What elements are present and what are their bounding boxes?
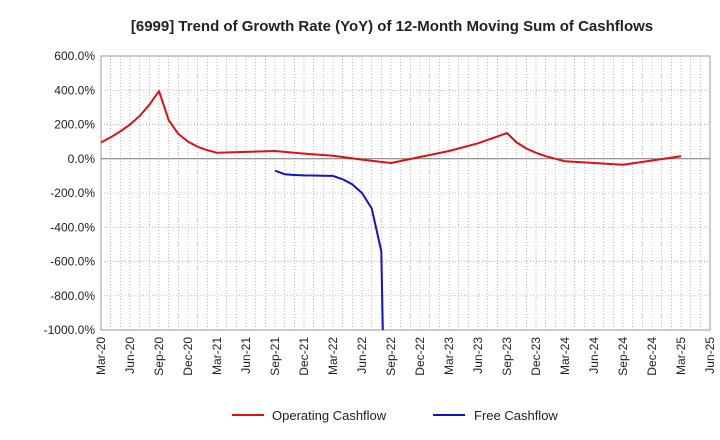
y-tick-label: -200.0% [50, 186, 95, 200]
x-tick-label: Sep-22 [384, 337, 398, 376]
y-tick-label: 0.0% [68, 152, 96, 166]
x-tick-label: Mar-24 [558, 337, 572, 375]
y-tick-label: -800.0% [50, 289, 95, 303]
x-tick-label: Jun-25 [703, 337, 717, 374]
legend-label-operating-cashflow: Operating Cashflow [272, 408, 387, 423]
y-tick-label: -400.0% [50, 220, 95, 234]
x-tick-label: Mar-22 [326, 337, 340, 375]
y-tick-label: -1000.0% [44, 323, 96, 337]
series-layer [100, 90, 682, 331]
y-axis: 600.0% 400.0% 200.0% 0.0% -200.0% -400.0% -600… [44, 49, 96, 337]
y-tick-label: -600.0% [50, 255, 95, 269]
series-line-free-cashflow [274, 169, 384, 331]
plot-area [100, 55, 711, 331]
x-tick-label: Dec-24 [645, 337, 659, 376]
x-tick-label: Jun-20 [123, 337, 137, 374]
legend-label-free-cashflow: Free Cashflow [474, 408, 558, 423]
x-axis: Mar-20 Jun-20 Sep-20 Dec-20 Mar-21 Jun-21 Sep-… [94, 337, 717, 376]
y-tick-label: 400.0% [54, 83, 95, 97]
x-tick-label: Jun-22 [355, 337, 369, 374]
x-tick-label: Jun-23 [471, 337, 485, 374]
chart-title: [6999] Trend of Growth Rate (YoY) of 12-… [131, 18, 653, 35]
x-tick-label: Sep-21 [268, 337, 282, 376]
y-tick-label: 600.0% [54, 49, 95, 63]
x-tick-label: Jun-24 [587, 337, 601, 374]
series-line-operating-cashflow [100, 90, 682, 166]
x-tick-label: Mar-20 [94, 337, 108, 375]
legend: Operating Cashflow Free Cashflow [232, 408, 558, 423]
x-tick-label: Sep-23 [500, 337, 514, 376]
x-tick-label: Mar-25 [674, 337, 688, 375]
x-tick-label: Jun-21 [239, 337, 253, 374]
x-tick-label: Sep-20 [152, 337, 166, 376]
x-tick-label: Dec-20 [181, 337, 195, 376]
x-tick-label: Dec-22 [413, 337, 427, 376]
x-tick-label: Mar-21 [210, 337, 224, 375]
y-tick-label: 200.0% [54, 118, 95, 132]
x-tick-label: Dec-21 [297, 337, 311, 376]
x-tick-label: Dec-23 [529, 337, 543, 376]
plot-frame [100, 55, 711, 331]
x-tick-label: Sep-24 [616, 337, 630, 376]
x-tick-label: Mar-23 [442, 337, 456, 375]
